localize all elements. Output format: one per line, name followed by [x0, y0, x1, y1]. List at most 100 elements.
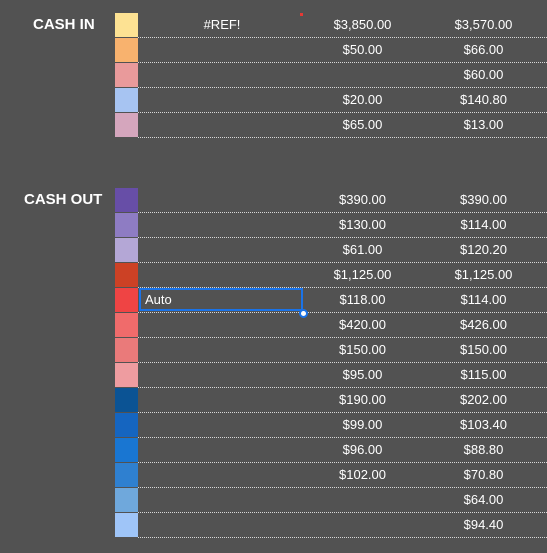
- table-row: $60.00: [115, 63, 547, 88]
- selected-cell[interactable]: Auto: [139, 288, 303, 311]
- category-cell[interactable]: [140, 363, 304, 387]
- row-divider: [138, 362, 547, 363]
- category-color-swatch[interactable]: [115, 513, 138, 537]
- row-divider: [138, 262, 547, 263]
- category-color-swatch[interactable]: [115, 388, 138, 412]
- row-divider: [138, 312, 547, 313]
- amount-cell[interactable]: [305, 513, 420, 537]
- cash-out-label: CASH OUT: [24, 191, 103, 208]
- amount-cell[interactable]: $20.00: [342, 92, 383, 107]
- category-color-swatch[interactable]: [115, 313, 138, 337]
- table-row: $99.00 $103.40: [115, 413, 547, 438]
- category-cell[interactable]: [140, 313, 304, 337]
- category-color-swatch[interactable]: [115, 188, 138, 212]
- category-color-swatch[interactable]: [115, 413, 138, 437]
- fill-handle[interactable]: [299, 309, 308, 318]
- category-cell[interactable]: [140, 213, 304, 237]
- category-color-swatch[interactable]: [115, 463, 138, 487]
- table-row: $50.00 $66.00: [115, 38, 547, 63]
- category-color-swatch[interactable]: [115, 113, 138, 137]
- amount-cell[interactable]: $150.00: [339, 342, 386, 357]
- amount-cell[interactable]: $88.80: [463, 442, 504, 457]
- category-color-swatch[interactable]: [115, 38, 138, 62]
- category-color-swatch[interactable]: [115, 288, 138, 312]
- amount-cell[interactable]: $114.00: [460, 217, 507, 232]
- category-color-swatch[interactable]: [115, 213, 138, 237]
- table-row: $390.00 $390.00: [115, 188, 547, 213]
- amount-cell[interactable]: [305, 63, 420, 87]
- category-cell[interactable]: [140, 88, 304, 112]
- row-divider: [138, 87, 547, 88]
- amount-cell[interactable]: $94.40: [463, 517, 504, 532]
- amount-cell[interactable]: $150.00: [460, 342, 507, 357]
- amount-cell[interactable]: $190.00: [339, 392, 386, 407]
- amount-cell[interactable]: $60.00: [463, 67, 504, 82]
- table-row: $95.00 $115.00: [115, 363, 547, 388]
- amount-cell[interactable]: $115.00: [460, 367, 507, 382]
- amount-cell[interactable]: $120.20: [460, 242, 507, 257]
- row-divider: [138, 487, 547, 488]
- amount-cell[interactable]: $420.00: [339, 317, 386, 332]
- category-cell[interactable]: [140, 188, 304, 212]
- category-color-swatch[interactable]: [115, 63, 138, 87]
- amount-cell[interactable]: [305, 488, 420, 512]
- amount-cell[interactable]: $50.00: [342, 42, 383, 57]
- amount-cell[interactable]: $1,125.00: [454, 267, 513, 282]
- amount-cell[interactable]: $390.00: [339, 192, 386, 207]
- category-cell[interactable]: [140, 63, 304, 87]
- selected-cell-value[interactable]: Auto: [145, 292, 172, 307]
- amount-cell[interactable]: $95.00: [342, 367, 383, 382]
- amount-cell[interactable]: $390.00: [460, 192, 507, 207]
- category-cell[interactable]: [140, 388, 304, 412]
- category-cell[interactable]: [140, 513, 304, 537]
- category-cell[interactable]: [140, 438, 304, 462]
- amount-cell[interactable]: $13.00: [463, 117, 504, 132]
- table-row: $1,125.00 $1,125.00: [115, 263, 547, 288]
- amount-cell[interactable]: $103.40: [460, 417, 507, 432]
- amount-cell[interactable]: $118.00: [339, 292, 386, 307]
- amount-cell[interactable]: $202.00: [460, 392, 507, 407]
- amount-cell[interactable]: $64.00: [463, 492, 504, 507]
- amount-cell[interactable]: $426.00: [460, 317, 507, 332]
- amount-cell[interactable]: $66.00: [463, 42, 504, 57]
- table-row: $64.00: [115, 488, 547, 513]
- row-divider: [138, 437, 547, 438]
- category-color-swatch[interactable]: [115, 338, 138, 362]
- amount-cell[interactable]: $3,850.00: [333, 17, 392, 32]
- table-row: $150.00 $150.00: [115, 338, 547, 363]
- amount-cell[interactable]: $130.00: [339, 217, 386, 232]
- category-cell[interactable]: [140, 38, 304, 62]
- category-color-swatch[interactable]: [115, 238, 138, 262]
- amount-cell[interactable]: $70.80: [463, 467, 504, 482]
- category-cell[interactable]: [140, 338, 304, 362]
- category-cell[interactable]: [140, 263, 304, 287]
- category-color-swatch[interactable]: [115, 363, 138, 387]
- category-cell[interactable]: [140, 488, 304, 512]
- row-divider: [138, 212, 547, 213]
- category-color-swatch[interactable]: [115, 88, 138, 112]
- table-row: $420.00 $426.00: [115, 313, 547, 338]
- category-color-swatch[interactable]: [115, 438, 138, 462]
- row-divider: [138, 237, 547, 238]
- table-row: $94.40: [115, 513, 547, 538]
- category-cell[interactable]: [140, 413, 304, 437]
- category-cell[interactable]: #REF!: [203, 17, 241, 32]
- category-color-swatch[interactable]: [115, 13, 138, 37]
- amount-cell[interactable]: $140.80: [460, 92, 507, 107]
- amount-cell[interactable]: $1,125.00: [333, 267, 392, 282]
- category-color-swatch[interactable]: [115, 263, 138, 287]
- category-cell[interactable]: [140, 238, 304, 262]
- row-divider: [138, 537, 547, 538]
- amount-cell[interactable]: $114.00: [460, 292, 507, 307]
- amount-cell[interactable]: $102.00: [339, 467, 386, 482]
- category-color-swatch[interactable]: [115, 488, 138, 512]
- comment-indicator[interactable]: [300, 13, 303, 16]
- category-cell[interactable]: [140, 463, 304, 487]
- table-row: $102.00 $70.80: [115, 463, 547, 488]
- amount-cell[interactable]: $65.00: [342, 117, 383, 132]
- amount-cell[interactable]: $99.00: [342, 417, 383, 432]
- amount-cell[interactable]: $96.00: [342, 442, 383, 457]
- amount-cell[interactable]: $61.00: [342, 242, 383, 257]
- category-cell[interactable]: [140, 113, 304, 137]
- amount-cell[interactable]: $3,570.00: [454, 17, 513, 32]
